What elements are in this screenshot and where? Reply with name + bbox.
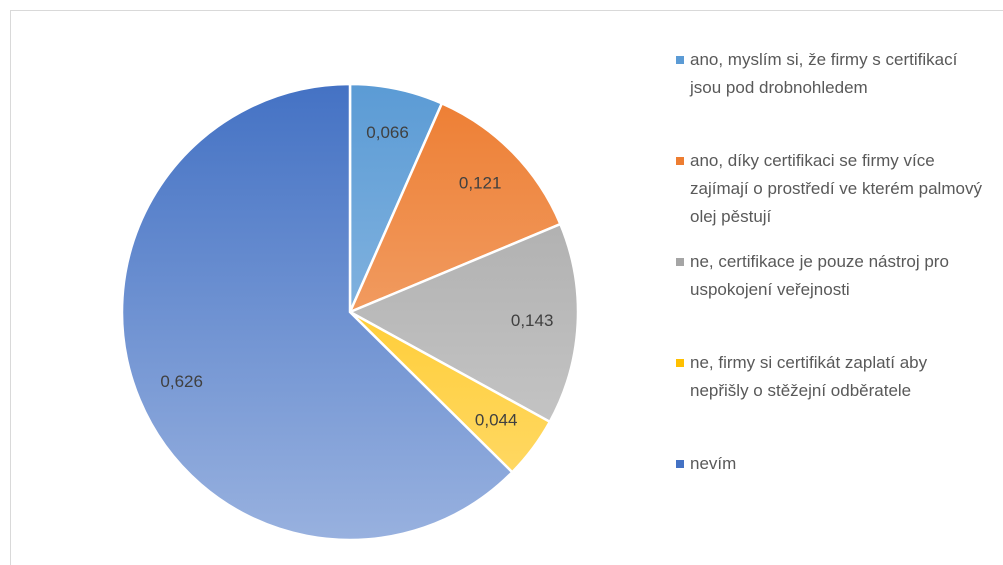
pie-slice xyxy=(120,82,514,542)
legend-label: nevím xyxy=(690,454,737,473)
legend-entry: ne, certifikace je pouze nástroj pro usp… xyxy=(676,248,986,304)
legend-swatch xyxy=(676,56,684,64)
pie-slice xyxy=(347,101,563,315)
legend-label: ne, certifikace je pouze nástroj pro usp… xyxy=(690,252,949,299)
data-label: 0,121 xyxy=(459,174,502,193)
legend-label: ano, myslím si, že firmy s certifikací j… xyxy=(690,50,958,97)
pie-slice xyxy=(347,222,580,424)
legend-swatch xyxy=(676,460,684,468)
legend-entry: nevím xyxy=(676,450,986,478)
data-label: 0,044 xyxy=(475,411,518,430)
legend-swatch xyxy=(676,157,684,165)
legend-label: ne, firmy si certifikát zaplatí aby nepř… xyxy=(690,353,928,400)
data-label: 0,143 xyxy=(511,311,554,330)
data-label: 0,066 xyxy=(366,123,409,142)
data-label: 0,626 xyxy=(160,372,203,391)
legend-entry: ne, firmy si certifikát zaplatí aby nepř… xyxy=(676,349,986,405)
legend-label: ano, díky certifikaci se firmy více zají… xyxy=(690,151,982,226)
legend-entry: ano, díky certifikaci se firmy více zají… xyxy=(676,147,986,231)
legend-swatch xyxy=(676,359,684,367)
legend-swatch xyxy=(676,258,684,266)
legend-entry: ano, myslím si, že firmy s certifikací j… xyxy=(676,46,986,102)
chart-frame xyxy=(10,10,1003,565)
